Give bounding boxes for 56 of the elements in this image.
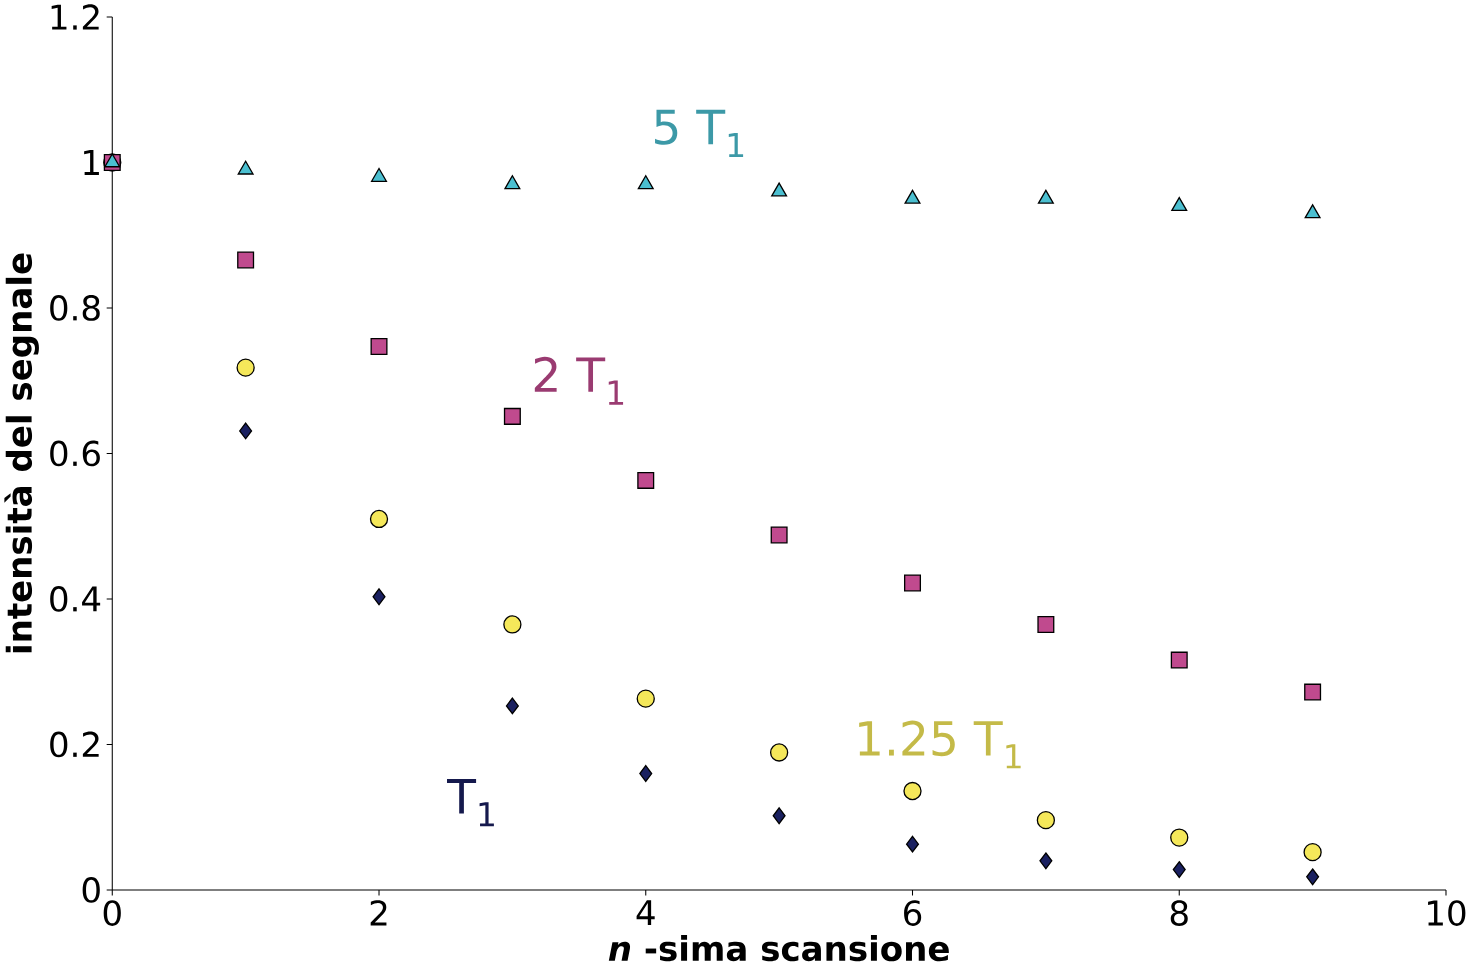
y-tick-label: 0 — [82, 877, 100, 904]
point — [503, 615, 522, 634]
point — [239, 422, 253, 440]
point — [504, 175, 521, 190]
y-tick-label: 0.8 — [50, 295, 100, 322]
point — [236, 358, 255, 377]
point — [369, 509, 389, 529]
point — [903, 574, 922, 592]
point — [1170, 651, 1188, 669]
point — [1306, 868, 1320, 886]
point — [639, 765, 653, 783]
x-tick-label: 6 — [904, 900, 922, 927]
point — [771, 182, 788, 197]
point — [637, 472, 655, 490]
point — [636, 689, 655, 708]
point — [903, 782, 922, 801]
y-tick-label: 0.2 — [50, 731, 99, 758]
point — [237, 160, 254, 175]
x-tick-label: 2 — [370, 900, 387, 926]
point — [637, 175, 654, 190]
point — [237, 251, 255, 269]
series-label: 5 T$_{1}$ — [655, 109, 744, 158]
point — [769, 743, 789, 762]
y-tick-label: 0.4 — [50, 586, 101, 613]
y-axis-title: intensità del segnale — [4, 253, 39, 653]
point — [770, 526, 788, 544]
x-tick-label: 4 — [636, 900, 655, 926]
series-label: 2 T$_{1}$ — [534, 357, 624, 405]
point — [772, 807, 786, 825]
point — [1304, 204, 1321, 219]
point — [1039, 852, 1053, 870]
point — [370, 168, 388, 183]
y-tick-label: 0.6 — [50, 440, 100, 467]
point — [1304, 683, 1322, 701]
x-axis-title: n -sima scansione — [608, 935, 949, 962]
point — [1171, 197, 1188, 212]
series-label: T$_{1}$ — [447, 779, 494, 827]
point — [505, 697, 519, 715]
series-label: 1.25 T$_{1}$ — [859, 720, 1021, 769]
point — [1303, 843, 1322, 862]
x-tick-label: 10 — [1428, 900, 1466, 927]
y-tick-label: 1.2 — [51, 4, 99, 30]
point — [1170, 828, 1189, 847]
point — [1037, 616, 1055, 634]
y-tick-label: 1 — [84, 150, 99, 176]
x-tick-label: 0 — [103, 900, 121, 927]
point — [1036, 811, 1056, 830]
x-tick-label: 8 — [1170, 900, 1188, 927]
point — [372, 588, 386, 606]
point — [1172, 861, 1186, 879]
point — [1037, 189, 1054, 204]
point — [905, 835, 920, 853]
point — [503, 408, 521, 426]
point — [104, 153, 121, 168]
point — [370, 338, 388, 356]
point — [904, 189, 921, 204]
